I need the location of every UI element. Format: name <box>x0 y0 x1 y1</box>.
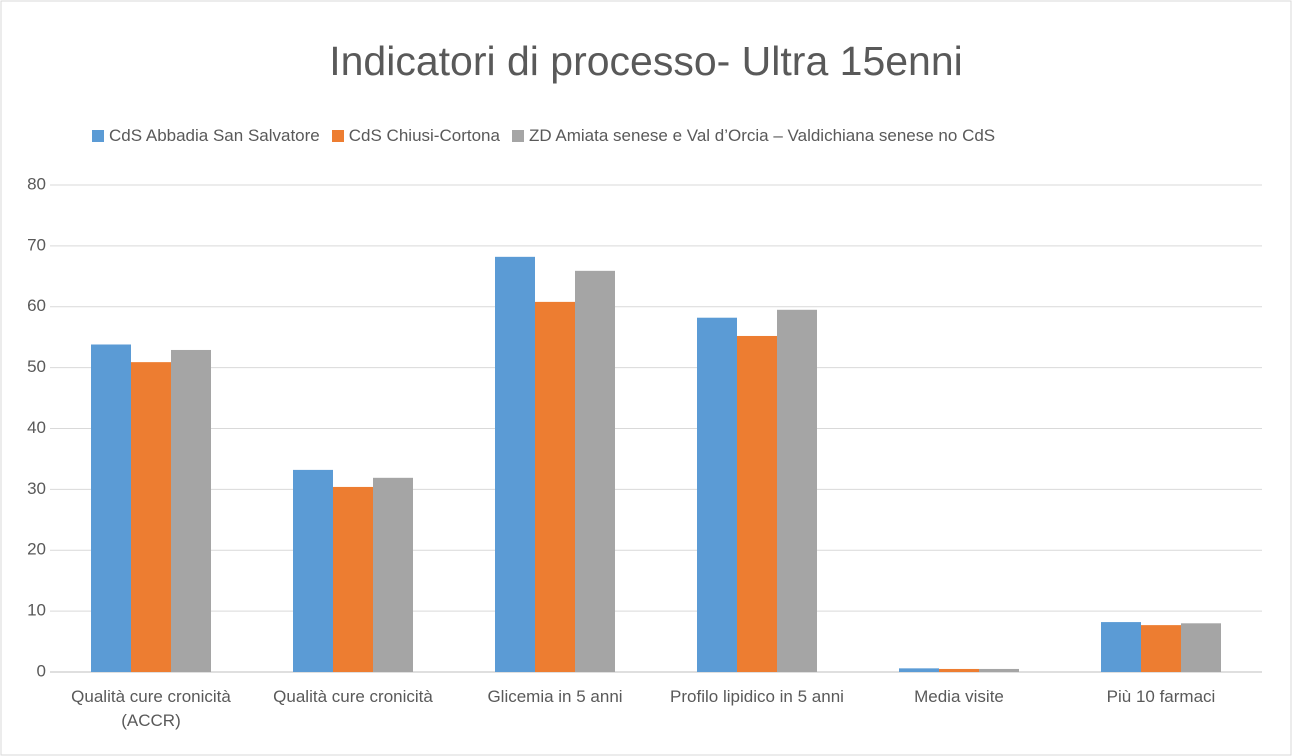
bar <box>333 486 373 672</box>
legend-item: CdS Chiusi-Cortona <box>331 126 500 146</box>
bar <box>899 668 939 672</box>
legend-item: CdS Abbadia San Salvatore <box>92 126 320 146</box>
bar <box>777 309 817 672</box>
legend-swatch <box>331 130 344 142</box>
x-tick-label: Qualità cure cronicità (ACCR) <box>71 687 231 730</box>
bar <box>373 477 413 672</box>
x-tick-label: Più 10 farmaci <box>1106 687 1216 706</box>
bar <box>697 317 737 672</box>
y-tick-label: 50 <box>27 357 46 376</box>
y-tick-label: 30 <box>27 479 46 498</box>
x-tick-label: Profilo lipidico in 5 anni <box>670 687 844 706</box>
bar <box>737 335 777 672</box>
y-tick-label: 60 <box>27 296 46 315</box>
legend-item: ZD Amiata senese e Val d’Orcia – Valdich… <box>511 126 996 146</box>
legend-label: ZD Amiata senese e Val d’Orcia – Valdich… <box>528 126 996 145</box>
bar <box>1141 625 1181 672</box>
bar <box>495 256 535 672</box>
bar <box>535 301 575 672</box>
bar <box>1101 622 1141 672</box>
bar <box>91 344 131 672</box>
bar <box>171 349 211 672</box>
bar <box>575 270 615 672</box>
chart-title: Indicatori di processo- Ultra 15enni <box>329 38 963 84</box>
x-tick-label: Media visite <box>914 687 1004 706</box>
y-tick-label: 40 <box>27 418 46 437</box>
bar <box>939 668 979 672</box>
y-tick-label: 10 <box>27 601 46 620</box>
legend-swatch <box>511 130 524 142</box>
bar <box>131 362 171 672</box>
x-tick-label: Glicemia in 5 anni <box>487 687 623 706</box>
bar <box>293 469 333 672</box>
y-tick-label: 80 <box>27 174 46 193</box>
bar <box>1181 623 1221 672</box>
legend-label: CdS Abbadia San Salvatore <box>109 126 320 145</box>
legend-label: CdS Chiusi-Cortona <box>348 126 500 145</box>
x-tick-label: Qualità cure cronicità <box>273 687 433 706</box>
y-tick-label: 0 <box>37 661 46 680</box>
y-tick-label: 20 <box>27 540 46 559</box>
y-tick-label: 70 <box>27 235 46 254</box>
bar <box>979 668 1019 672</box>
legend-swatch <box>92 130 104 142</box>
